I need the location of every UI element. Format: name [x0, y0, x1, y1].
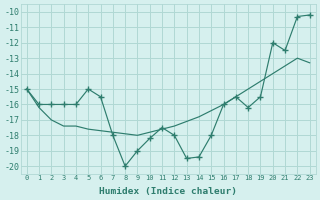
X-axis label: Humidex (Indice chaleur): Humidex (Indice chaleur) — [99, 187, 237, 196]
